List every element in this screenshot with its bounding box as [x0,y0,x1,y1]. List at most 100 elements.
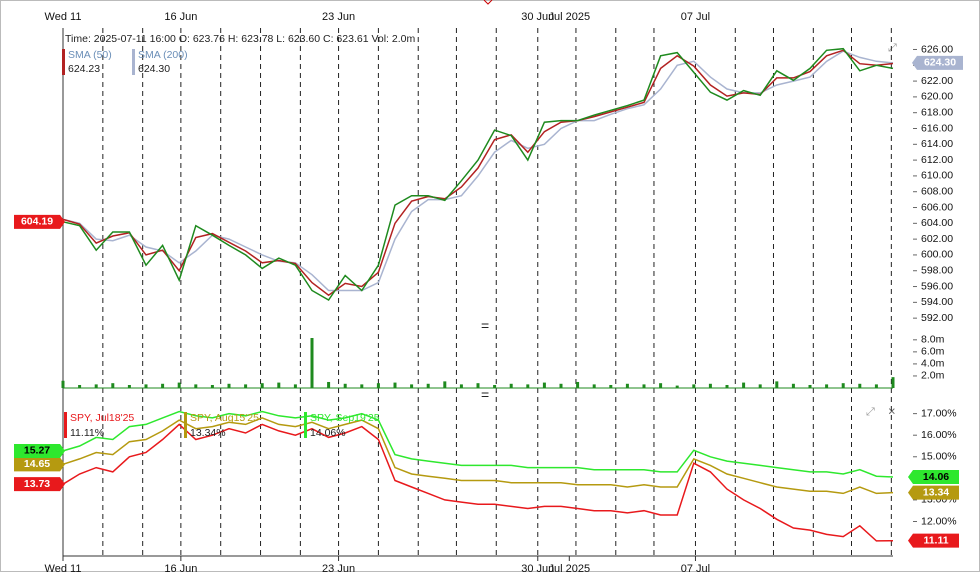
legend-label: SPY, Jul18'25 [70,412,134,424]
value-tag-label: 13.34 [923,486,949,498]
volume-bar [161,383,165,388]
volume-bar [327,381,331,388]
value-tag [908,485,959,500]
volume-bar [659,383,663,388]
volume-bar [194,384,198,388]
volume-bar [410,384,414,388]
ohlc-header: Time: 2025-07-11 16:00 O: 623.76 H: 623.… [65,33,415,45]
x-tick-label: 30 Jun [521,563,554,572]
y-tick-label: 612.00 [921,154,953,166]
y-tick-label: 614.00 [921,138,953,150]
volume-bar [675,385,679,388]
volume-bar [94,384,98,388]
volume-bar [459,384,463,388]
value-tag [908,533,959,548]
legend-swatch [184,412,187,438]
volume-bar [808,384,812,388]
x-tick-label: 23 Jun [322,11,355,23]
y-tick-label: 616.00 [921,122,953,134]
y-tick-label: 15.00% [921,451,957,463]
volume-bar [576,381,580,388]
value-tag-label: 604.19 [21,216,53,228]
legend-value: 624.30 [138,63,170,75]
y-tick-label: 606.00 [921,201,953,213]
volume-bar [277,382,281,388]
y-tick-label: 594.00 [921,296,953,308]
legend-value: 13.34% [190,427,226,439]
top-marker [483,0,493,5]
legend-label: SPY, Sep19'25 [310,412,380,424]
value-tag-label: 15.27 [24,445,50,457]
legend-value: 14.06% [310,427,346,439]
legend-swatch [64,412,67,438]
series-line [62,423,894,542]
y-tick-label: 602.00 [921,233,953,245]
volume-bar [177,382,181,388]
x-tick-label: 07 Jul [681,563,710,572]
value-tag [14,477,65,492]
volume-bar [625,383,629,388]
volume-bar [127,384,131,388]
volume-bar [526,384,530,388]
volume-bar [310,338,314,388]
volume-bar [559,383,563,388]
legend-label: SPY, Aug15'25 [190,412,259,424]
x-tick-label: 16 Jun [164,11,197,23]
legend-swatch [62,49,65,75]
legend-label: SMA (200) [138,49,188,61]
x-tick-label: Jul 2025 [549,563,591,572]
legend-swatch [304,412,307,438]
value-tag [908,470,959,485]
volume-bar [791,383,795,388]
y-tick-label: 596.00 [921,280,953,292]
volume-bar [493,384,497,388]
series-line [62,417,894,495]
volume-bar [360,384,364,388]
volume-bar [609,384,613,388]
y-tick-label: 12.00% [921,515,957,527]
volume-bar [758,384,762,388]
x-tick-label: 23 Jun [322,563,355,572]
value-tag-label: 14.65 [24,458,50,470]
y-tick-label: 598.00 [921,265,953,277]
volume-bar [742,382,746,388]
value-tag-label: 13.73 [24,478,50,490]
volume-bar [476,383,480,388]
volume-bar [393,382,397,388]
volume-bar [227,383,231,388]
expand-icon[interactable]: ⤢ [888,42,897,54]
volume-bar [111,383,115,388]
legend-swatch [132,49,135,75]
panel-separator[interactable]: = [481,318,489,334]
y-tick-label: 626.00 [921,43,953,55]
x-tick-label: Wed 11 [45,11,82,23]
legend-label: SMA (50) [68,49,112,61]
x-tick-label: 16 Jun [164,563,197,572]
x-tick-label: Wed 11 [45,563,82,572]
y-tick-label: 604.00 [921,217,953,229]
y-tick-label: 618.00 [921,106,953,118]
volume-bar [376,383,380,388]
volume-bar [841,383,845,388]
volume-bar [426,383,430,388]
volume-bar [260,383,264,388]
y-tick-label: 16.00% [921,429,957,441]
value-tag-label: 11.11 [923,534,948,546]
legend-value: 624.23 [68,63,100,75]
y-tick-label: 2.0m [921,370,945,382]
y-tick-label: 620.00 [921,91,953,103]
series-line [62,410,894,478]
value-tag [912,55,963,70]
panel-separator[interactable]: = [481,387,489,403]
y-tick-label: 610.00 [921,170,953,182]
volume-bar [825,384,829,388]
y-tick-label: 622.00 [921,75,953,87]
y-tick-label: 592.00 [921,312,953,324]
y-tick-label: 608.00 [921,185,953,197]
volume-bar [874,384,878,388]
expand-icon[interactable]: ⤢ [866,406,875,418]
volume-bar [244,384,248,388]
